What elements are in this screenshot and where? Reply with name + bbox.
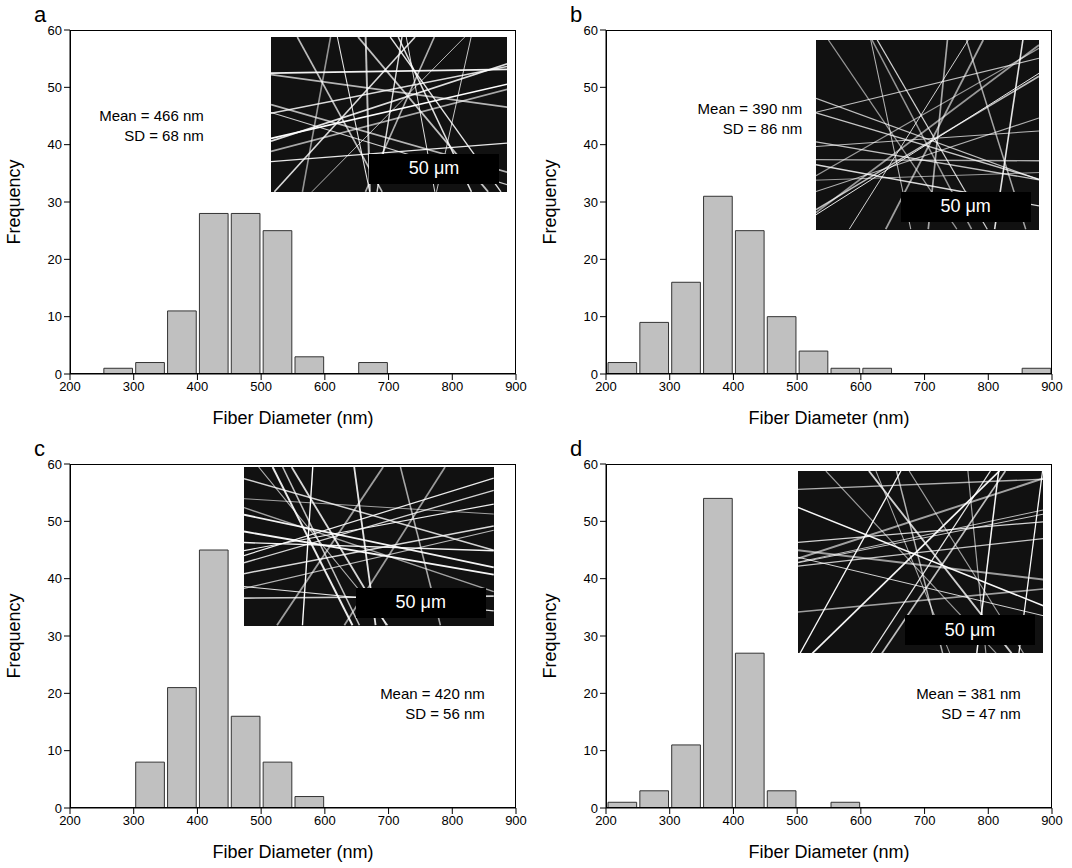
svg-text:20: 20 (584, 252, 598, 267)
svg-text:600: 600 (850, 813, 872, 828)
svg-text:60: 60 (584, 23, 598, 38)
svg-text:800: 800 (441, 379, 463, 394)
html-text:Mean = 420 nm: Mean = 420 nm (380, 685, 485, 703)
svg-text:10: 10 (584, 309, 598, 324)
svg-text:50: 50 (584, 514, 598, 529)
svg-text:Fiber Diameter (nm): Fiber Diameter (nm) (212, 842, 373, 862)
html-text:SD = 86 nm: SD = 86 nm (722, 119, 803, 137)
svg-text:0: 0 (55, 801, 62, 816)
html-text:SD = 56 nm: SD = 56 nm (405, 705, 485, 723)
html-text:Mean = 381 nm: Mean = 381 nm (916, 685, 1021, 703)
html-text:SD = 47 nm: SD = 47 nm (941, 705, 1021, 723)
svg-text:600: 600 (314, 813, 336, 828)
svg-text:200: 200 (595, 813, 617, 828)
svg-text:900: 900 (1041, 813, 1063, 828)
svg-text:20: 20 (48, 252, 62, 267)
svg-text:200: 200 (59, 379, 81, 394)
svg-text:Fiber Diameter (nm): Fiber Diameter (nm) (748, 842, 909, 862)
svg-text:Frequency: Frequency (540, 159, 560, 244)
html-text:Mean = 390 nm: Mean = 390 nm (697, 99, 803, 117)
html-text:Mean = 466 nm: Mean = 466 nm (99, 106, 204, 124)
svg-text:700: 700 (378, 813, 400, 828)
svg-text:400: 400 (187, 813, 209, 828)
svg-text:500: 500 (786, 379, 808, 394)
svg-text:10: 10 (48, 743, 62, 758)
html-text:50 μm: 50 μm (395, 592, 446, 613)
html-text:50 μm: 50 μm (944, 619, 996, 640)
svg-text:0: 0 (591, 801, 598, 816)
svg-text:800: 800 (977, 379, 999, 394)
svg-text:200: 200 (59, 813, 81, 828)
svg-text:0: 0 (55, 367, 62, 382)
svg-text:60: 60 (584, 457, 598, 472)
svg-text:60: 60 (48, 23, 62, 38)
svg-text:900: 900 (505, 379, 527, 394)
svg-text:30: 30 (48, 195, 62, 210)
html-text:50 μm: 50 μm (408, 158, 460, 179)
svg-text:900: 900 (505, 813, 527, 828)
svg-text:Frequency: Frequency (4, 593, 24, 678)
svg-text:20: 20 (584, 686, 598, 701)
svg-text:400: 400 (187, 379, 209, 394)
svg-text:0: 0 (591, 367, 598, 382)
svg-text:30: 30 (584, 629, 598, 644)
svg-text:500: 500 (250, 379, 272, 394)
svg-text:800: 800 (441, 813, 463, 828)
svg-text:200: 200 (595, 379, 617, 394)
html-text:50 μm: 50 μm (940, 196, 991, 216)
svg-text:60: 60 (48, 457, 62, 472)
svg-text:40: 40 (48, 571, 62, 586)
html-text:b: b (570, 2, 583, 27)
svg-text:500: 500 (250, 813, 272, 828)
svg-text:30: 30 (48, 629, 62, 644)
svg-text:300: 300 (123, 813, 145, 828)
svg-text:40: 40 (584, 137, 598, 152)
svg-text:50: 50 (48, 514, 62, 529)
svg-text:40: 40 (584, 571, 598, 586)
svg-text:500: 500 (786, 813, 808, 828)
svg-text:800: 800 (977, 813, 999, 828)
svg-text:Frequency: Frequency (4, 159, 24, 244)
html-text:SD = 68 nm: SD = 68 nm (124, 126, 204, 144)
svg-text:Frequency: Frequency (540, 593, 560, 678)
svg-text:50: 50 (584, 80, 598, 95)
svg-text:Fiber Diameter (nm): Fiber Diameter (nm) (212, 408, 373, 428)
svg-text:400: 400 (723, 813, 745, 828)
svg-text:600: 600 (850, 379, 872, 394)
svg-text:700: 700 (914, 379, 936, 394)
svg-text:300: 300 (659, 813, 681, 828)
svg-text:600: 600 (314, 379, 336, 394)
svg-text:700: 700 (914, 813, 936, 828)
svg-text:Fiber Diameter (nm): Fiber Diameter (nm) (748, 408, 909, 428)
svg-text:10: 10 (48, 309, 62, 324)
svg-text:400: 400 (723, 379, 745, 394)
html-text:a: a (34, 2, 47, 27)
svg-text:10: 10 (584, 743, 598, 758)
svg-text:900: 900 (1041, 379, 1063, 394)
svg-text:300: 300 (659, 379, 681, 394)
svg-text:50: 50 (48, 80, 62, 95)
svg-text:30: 30 (584, 195, 598, 210)
svg-text:40: 40 (48, 137, 62, 152)
svg-text:700: 700 (378, 379, 400, 394)
html-text:c: c (34, 436, 45, 461)
svg-text:20: 20 (48, 686, 62, 701)
svg-text:300: 300 (123, 379, 145, 394)
html-text:d: d (570, 436, 583, 461)
